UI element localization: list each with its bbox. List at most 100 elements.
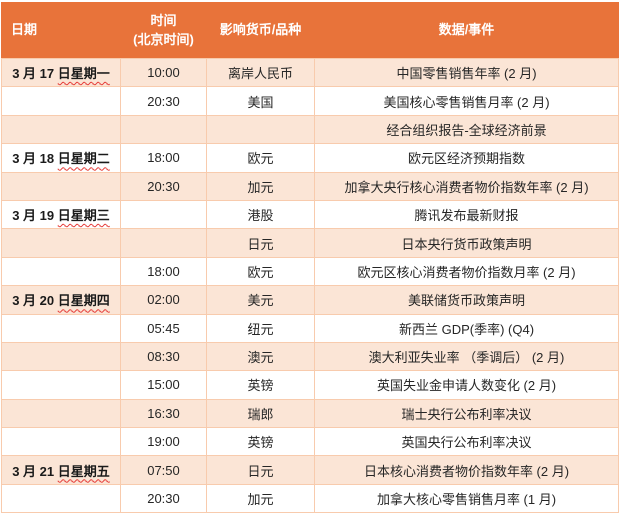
date-text: 3 月 21 (12, 463, 58, 479)
currency-cell: 欧元 (206, 143, 315, 173)
event-cell: 中国零售销售年率 (2 月) (314, 57, 619, 88)
table-row: 日元 日本央行货币政策声明 (1, 228, 619, 258)
time-cell: 10:00 (120, 57, 207, 88)
event-cell: 加拿大央行核心消费者物价指数年率 (2 月) (314, 171, 619, 201)
event-cell: 英国失业金申请人数变化 (2 月) (314, 370, 619, 400)
currency-cell: 加元 (206, 171, 315, 201)
date-cell (1, 86, 121, 116)
time-cell: 02:00 (120, 285, 207, 315)
currency-cell: 英镑 (206, 370, 315, 400)
header-event: 数据/事件 (314, 2, 619, 59)
date-spellcheck-underline: 日星期三 (57, 208, 110, 224)
date-text: 3 月 17 (12, 66, 58, 82)
date-cell (1, 228, 121, 258)
date-cell (1, 313, 121, 343)
header-time: 时间 (北京时间) (120, 2, 207, 59)
date-cell: 3 月 21 日星期五 (1, 455, 121, 485)
event-cell: 经合组织报告-全球经济前景 (314, 114, 619, 145)
table-row: 18:00 欧元 欧元区核心消费者物价指数月率 (2 月) (1, 256, 619, 287)
event-cell: 新西兰 GDP(季率) (Q4) (314, 313, 619, 343)
event-cell: 美联储货币政策声明 (314, 285, 619, 315)
time-cell: 18:00 (120, 256, 207, 287)
table-row: 05:45 纽元 新西兰 GDP(季率) (Q4) (1, 313, 619, 343)
currency-cell: 欧元 (206, 256, 315, 287)
table-row: 20:30 美国 美国核心零售销售月率 (2 月) (1, 86, 619, 116)
date-text: 3 月 18 (12, 151, 58, 167)
date-cell: 3 月 19 日星期三 (1, 199, 121, 230)
time-cell: 05:45 (120, 313, 207, 343)
currency-cell: 美国 (206, 86, 315, 116)
header-time-line2: (北京时间) (133, 31, 194, 47)
event-cell: 腾讯发布最新财报 (314, 199, 619, 230)
date-cell: 3 月 20 日星期四 (1, 285, 121, 315)
currency-cell: 瑞郎 (206, 398, 315, 429)
date-cell: 3 月 17 日星期一 (1, 57, 121, 88)
time-cell: 20:30 (120, 171, 207, 201)
header-time-line1: 时间 (150, 12, 177, 28)
date-cell (1, 483, 121, 513)
time-cell (120, 199, 207, 230)
date-spellcheck-underline: 日星期五 (57, 463, 110, 479)
date-cell (1, 256, 121, 287)
currency-cell: 美元 (206, 285, 315, 315)
currency-cell: 纽元 (206, 313, 315, 343)
currency-cell (206, 114, 315, 145)
table-row: 15:00 英镑 英国失业金申请人数变化 (2 月) (1, 370, 619, 400)
table-header: 日期 时间 (北京时间) 影响货币/品种 数据/事件 (1, 2, 619, 59)
table-row: 20:30 加元 加拿大核心零售销售月率 (1 月) (1, 483, 619, 513)
currency-cell: 港股 (206, 199, 315, 230)
date-cell: 3 月 18 日星期二 (1, 143, 121, 173)
time-cell (120, 114, 207, 145)
date-text: 3 月 20 (12, 293, 58, 309)
event-cell: 日本央行货币政策声明 (314, 228, 619, 258)
table-body: 3 月 17 日星期一 10:00 离岸人民币 中国零售销售年率 (2 月) 20:30… (1, 57, 619, 513)
event-cell: 英国央行公布利率决议 (314, 427, 619, 457)
date-cell (1, 398, 121, 429)
header-row: 日期 时间 (北京时间) 影响货币/品种 数据/事件 (1, 2, 619, 59)
date-spellcheck-underline: 日星期一 (57, 66, 110, 82)
date-cell (1, 427, 121, 457)
date-spellcheck-underline: 日星期二 (57, 151, 110, 167)
table-row: 3 月 20 日星期四 02:00 美元 美联储货币政策声明 (1, 285, 619, 315)
event-cell: 欧元区核心消费者物价指数月率 (2 月) (314, 256, 619, 287)
time-cell: 18:00 (120, 143, 207, 173)
currency-cell: 澳元 (206, 341, 315, 372)
time-cell: 20:30 (120, 86, 207, 116)
time-cell: 07:50 (120, 455, 207, 485)
date-spellcheck-underline: 日星期四 (57, 293, 110, 309)
currency-cell: 离岸人民币 (206, 57, 315, 88)
event-cell: 澳大利亚失业率 （季调后） (2 月) (314, 341, 619, 372)
time-cell: 20:30 (120, 483, 207, 513)
header-date: 日期 (1, 2, 121, 59)
table-row: 08:30 澳元 澳大利亚失业率 （季调后） (2 月) (1, 341, 619, 372)
event-cell: 瑞士央行公布利率决议 (314, 398, 619, 429)
currency-cell: 日元 (206, 455, 315, 485)
time-cell: 19:00 (120, 427, 207, 457)
event-cell: 欧元区经济预期指数 (314, 143, 619, 173)
currency-cell: 加元 (206, 483, 315, 513)
table-row: 经合组织报告-全球经济前景 (1, 114, 619, 145)
date-cell (1, 114, 121, 145)
date-cell (1, 341, 121, 372)
table-row: 20:30 加元 加拿大央行核心消费者物价指数年率 (2 月) (1, 171, 619, 201)
table-row: 3 月 17 日星期一 10:00 离岸人民币 中国零售销售年率 (2 月) (1, 57, 619, 88)
table-row: 3 月 18 日星期二 18:00 欧元 欧元区经济预期指数 (1, 143, 619, 173)
event-cell: 加拿大核心零售销售月率 (1 月) (314, 483, 619, 513)
date-text: 3 月 19 (12, 208, 58, 224)
event-cell: 日本核心消费者物价指数年率 (2 月) (314, 455, 619, 485)
time-cell: 16:30 (120, 398, 207, 429)
table-row: 3 月 21 日星期五 07:50 日元 日本核心消费者物价指数年率 (2 月) (1, 455, 619, 485)
header-currency: 影响货币/品种 (206, 2, 315, 59)
time-cell: 15:00 (120, 370, 207, 400)
event-cell: 美国核心零售销售月率 (2 月) (314, 86, 619, 116)
table-row: 3 月 19 日星期三 港股 腾讯发布最新财报 (1, 199, 619, 230)
date-cell (1, 171, 121, 201)
table-row: 19:00 英镑 英国央行公布利率决议 (1, 427, 619, 457)
time-cell (120, 228, 207, 258)
time-cell: 08:30 (120, 341, 207, 372)
currency-cell: 日元 (206, 228, 315, 258)
currency-cell: 英镑 (206, 427, 315, 457)
date-cell (1, 370, 121, 400)
